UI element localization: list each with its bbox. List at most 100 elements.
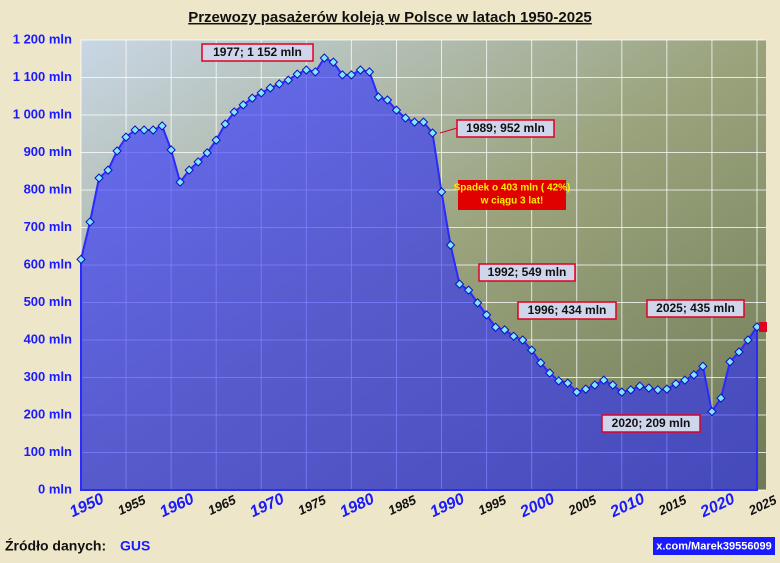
data-point [490,322,501,332]
x-tick-label: 2005 [565,492,599,519]
data-point [292,69,303,79]
data-point [563,378,573,388]
data-point [283,75,294,85]
data-point [373,92,384,102]
note-text: w ciągu 3 lat! [480,196,544,207]
data-point [707,406,717,417]
x-tick-label: 1990 [428,490,468,521]
data-point [265,83,275,93]
data-point [418,117,429,127]
credit-box [653,537,775,555]
y-tick-label: 300 mln [24,369,72,384]
x-tick-label: 1980 [338,490,378,521]
x-tick-label: 1960 [157,490,197,521]
data-point [436,187,447,197]
y-tick-label: 700 mln [24,219,72,234]
data-point [481,310,492,320]
annotation: 1996; 434 mln [528,303,607,317]
y-tick-label: 200 mln [24,406,72,421]
data-point [572,387,582,397]
data-point [662,384,672,394]
data-point [301,65,312,75]
data-point [337,70,348,80]
data-point [680,375,690,385]
data-point [139,125,149,135]
data-point [544,368,555,378]
x-tick-label: 2015 [655,492,689,519]
source-label: Źródło danych: [5,538,106,554]
data-point [256,88,266,98]
x-tick-label: 1995 [476,492,509,518]
data-point [166,145,176,155]
data-point [76,254,86,265]
data-point [229,107,239,117]
x-tick-label: 1975 [296,492,329,518]
x-tick-label: 2010 [607,490,647,521]
y-tick-label: 900 mln [24,144,72,159]
credit: x.com/Marek39556099 [656,540,772,552]
y-tick-label: 0 mln [38,481,72,496]
data-point [202,148,212,158]
data-point [590,380,600,390]
data-point [653,385,663,395]
x-tick-label: 1970 [247,490,287,521]
data-point [445,240,456,250]
data-point [463,285,474,295]
x-tick-label: 2020 [697,490,737,521]
data-point [508,331,519,341]
data-point [608,380,618,390]
data-point [310,67,321,77]
y-tick-label: 1 100 mln [13,69,72,84]
x-tick-label: 1955 [115,492,148,518]
data-point [382,95,393,105]
annotation-box [478,263,576,282]
data-point [220,119,230,129]
data-point [409,117,420,127]
data-point [355,65,366,75]
annotation-box [646,299,745,318]
y-tick-label: 1 200 mln [13,31,72,46]
x-tick-label: 2000 [517,490,557,521]
data-point [689,370,699,380]
annotation: 1992; 549 mln [488,265,567,279]
data-point [698,361,708,371]
data-point [148,125,158,135]
x-tick-label: 1965 [205,492,238,518]
data-point [400,113,411,123]
leader [439,127,458,134]
end-marker [759,322,767,332]
data-point [725,357,735,367]
source: GUS [120,538,150,554]
data-point [130,125,140,135]
data-point [346,70,357,80]
data-point [175,177,185,187]
x-tick-label: 1950 [67,490,107,521]
data-point [112,146,122,156]
annotation: 2020; 209 mln [612,416,691,430]
data-point [274,79,284,89]
data-point [517,335,528,345]
data-point [743,335,753,345]
annotation-box [201,43,314,62]
data-point [157,121,167,131]
annotation-box [601,414,701,433]
data-point [734,347,744,357]
y-tick-label: 500 mln [24,294,72,309]
data-point [328,57,339,67]
data-point [211,135,221,145]
y-tick-label: 600 mln [24,256,72,271]
data-point [103,165,113,175]
annotation: 2025; 435 mln [656,301,735,315]
data-point [581,384,591,394]
data-point [535,358,546,368]
annotation: 1989; 952 mln [466,121,545,135]
data-point [626,385,636,395]
data-point [364,67,375,77]
data-point [184,165,194,175]
x-tick-label: 1985 [386,492,419,518]
y-tick-label: 1 000 mln [13,106,72,121]
data-point [671,379,681,389]
data-point [391,105,402,115]
data-point [553,376,564,386]
